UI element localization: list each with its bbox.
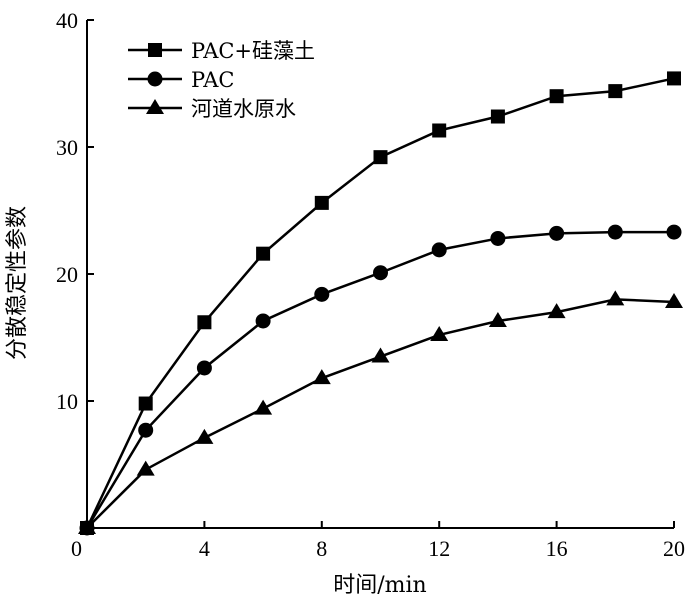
legend-marker [146, 99, 164, 114]
y-tick-label: 30 [56, 135, 78, 160]
data-point [314, 286, 330, 302]
x-tick-label: 0 [71, 536, 82, 561]
y-tick-label: 20 [56, 262, 78, 287]
series-triangle [78, 290, 683, 534]
y-tick-label: 40 [56, 8, 78, 33]
legend-marker [148, 43, 162, 57]
series-line [86, 298, 675, 529]
data-point [608, 84, 623, 99]
legend-item: PAC [128, 68, 234, 92]
data-point [312, 369, 331, 385]
series-square [80, 71, 681, 535]
x-tick-label: 12 [428, 536, 450, 561]
data-point [371, 347, 390, 363]
data-point [138, 422, 154, 438]
legend: PAC+硅藻土 PAC 河道水原水 [128, 39, 315, 121]
legend-item: 河道水原水 [128, 97, 296, 121]
data-point [197, 315, 212, 330]
data-point [547, 303, 566, 319]
data-point [432, 123, 447, 138]
data-point [373, 150, 388, 165]
legend-marker [147, 71, 163, 87]
data-point [667, 71, 681, 86]
legend-label: 河道水原水 [191, 97, 296, 121]
data-point [490, 230, 506, 246]
data-point [195, 428, 214, 444]
data-point [549, 225, 565, 241]
data-point [196, 360, 212, 376]
data-point [430, 325, 449, 341]
x-tick-label: 16 [546, 536, 568, 561]
data-point [549, 89, 564, 104]
data-point [256, 246, 271, 261]
data-point [606, 290, 625, 306]
data-point [666, 224, 682, 240]
data-point [607, 224, 623, 240]
data-point [431, 242, 447, 258]
data-point [78, 519, 96, 534]
legend-label: PAC+硅藻土 [191, 39, 315, 63]
data-point [138, 396, 153, 411]
ticks: 10 20 30 40 0 4 8 12 16 20 [56, 8, 685, 561]
data-point [136, 460, 155, 476]
y-axis-title: 分散稳定性参数 [5, 206, 30, 360]
data-point [255, 313, 271, 329]
data-point [314, 195, 329, 210]
series-layer [78, 71, 683, 536]
series-circle [79, 224, 682, 536]
data-point [665, 292, 683, 308]
legend-item: PAC+硅藻土 [128, 39, 315, 63]
x-axis-title: 时间/min [333, 573, 426, 598]
y-tick-label: 10 [56, 389, 78, 414]
data-point [488, 311, 507, 327]
x-tick-label: 20 [663, 536, 685, 561]
series-line [85, 77, 675, 529]
data-point [490, 109, 505, 124]
legend-label: PAC [191, 68, 234, 92]
x-tick-label: 8 [316, 536, 327, 561]
data-point [373, 265, 388, 281]
data-point [254, 399, 273, 415]
x-tick-label: 4 [199, 536, 210, 561]
